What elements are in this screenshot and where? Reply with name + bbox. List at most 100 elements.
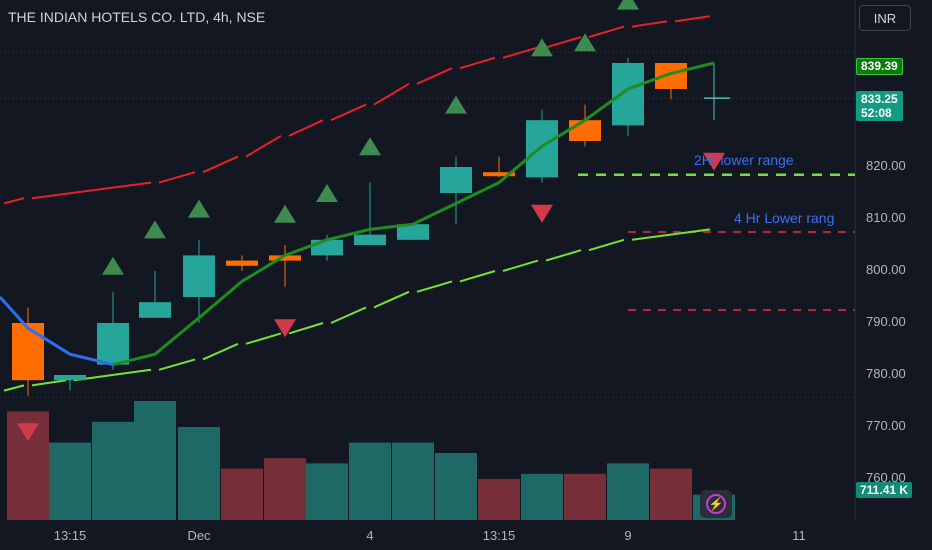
lower-band-segment bbox=[158, 358, 196, 371]
volume-bar bbox=[134, 401, 176, 520]
bar-countdown: 52:08 bbox=[861, 106, 892, 120]
volume-bar bbox=[178, 427, 220, 520]
candle-body bbox=[612, 63, 644, 126]
price-axis-label: 780.00 bbox=[866, 366, 906, 381]
candle-body bbox=[226, 260, 258, 266]
upper-band-segment bbox=[330, 103, 367, 122]
time-axis-label: 13:15 bbox=[53, 528, 87, 543]
lower-band-segment bbox=[288, 322, 324, 335]
sell-marker bbox=[703, 152, 725, 171]
buy-marker bbox=[144, 220, 166, 239]
sell-marker bbox=[17, 423, 39, 442]
lower-band-segment bbox=[631, 228, 711, 241]
buy-marker bbox=[445, 95, 467, 114]
candle-body bbox=[397, 224, 429, 240]
candle-body bbox=[354, 234, 386, 245]
last-price-value: 833.25 bbox=[861, 92, 898, 106]
upper-band-segment bbox=[158, 171, 196, 184]
price-axis-label: 790.00 bbox=[866, 314, 906, 329]
price-axis-label: 770.00 bbox=[866, 418, 906, 433]
buy-marker bbox=[531, 38, 553, 57]
lower-band-segment bbox=[31, 379, 67, 387]
sell-marker bbox=[274, 319, 296, 338]
upper-band-segment bbox=[245, 134, 282, 158]
candle-body bbox=[97, 323, 129, 365]
time-axis-label: Dec bbox=[187, 528, 211, 543]
time-axis-label: 9 bbox=[624, 528, 632, 543]
buy-marker bbox=[102, 256, 124, 275]
candle-body bbox=[483, 172, 515, 177]
prev-close-price-tag: 839.39 bbox=[856, 58, 903, 75]
buy-marker bbox=[188, 199, 210, 218]
buy-marker bbox=[359, 137, 381, 156]
candle-body bbox=[569, 120, 601, 141]
volume-bar bbox=[349, 442, 391, 520]
last-price-tag: 833.25 52:08 bbox=[856, 91, 903, 121]
lower-band-segment bbox=[545, 249, 582, 262]
buy-marker bbox=[574, 33, 596, 52]
candle-body bbox=[269, 255, 301, 261]
symbol-title[interactable]: THE INDIAN HOTELS CO. LTD, 4h, NSE bbox=[8, 9, 266, 25]
time-axis-label: 4 bbox=[366, 528, 374, 543]
lower-band-segment bbox=[330, 306, 367, 324]
price-axis-label: 800.00 bbox=[866, 262, 906, 277]
volume-bar bbox=[392, 442, 434, 520]
lower-band-segment bbox=[245, 332, 282, 345]
lower-band-segment bbox=[416, 280, 453, 293]
upper-band-segment bbox=[588, 25, 625, 38]
buy-marker bbox=[274, 204, 296, 223]
range-2hr-label: 2Hr lower range bbox=[694, 152, 794, 168]
volume-bar bbox=[478, 479, 520, 520]
upper-band-segment bbox=[31, 181, 152, 200]
green-ma-line bbox=[112, 61, 715, 367]
range-4hr-label: 4 Hr Lower rang bbox=[734, 210, 835, 226]
candle-body bbox=[183, 255, 215, 297]
time-axis-label: 13:15 bbox=[482, 528, 516, 543]
lower-band-segment bbox=[3, 384, 25, 392]
lower-band-segment bbox=[202, 342, 239, 361]
volume-bar bbox=[435, 453, 477, 520]
buy-marker bbox=[316, 184, 338, 202]
candle-body bbox=[440, 167, 472, 193]
volume-tag: 711.41 K bbox=[856, 482, 913, 498]
candle-body bbox=[12, 323, 44, 381]
volume-bar bbox=[607, 463, 649, 520]
upper-band-segment bbox=[502, 46, 539, 59]
volume-bar bbox=[650, 468, 692, 520]
candle-body bbox=[311, 239, 343, 256]
price-axis-label: 820.00 bbox=[866, 158, 906, 173]
volume-bar bbox=[92, 421, 134, 520]
volume-bar bbox=[521, 473, 563, 520]
price-axis-label: 810.00 bbox=[866, 210, 906, 225]
time-axis-label: 11 bbox=[792, 528, 806, 543]
upper-band-segment bbox=[3, 197, 25, 205]
buy-marker bbox=[617, 0, 639, 10]
candle-body bbox=[54, 375, 86, 381]
upper-band-segment bbox=[373, 82, 410, 106]
lower-band-segment bbox=[459, 270, 496, 283]
lightning-icon: ⚡ bbox=[706, 494, 726, 514]
volume-bar bbox=[221, 468, 263, 520]
currency-button[interactable]: INR bbox=[859, 5, 911, 31]
volume-bar bbox=[264, 458, 306, 520]
lower-band-segment bbox=[73, 368, 152, 382]
lower-band-segment bbox=[373, 290, 410, 309]
volume-bar bbox=[564, 473, 606, 520]
lower-band-segment bbox=[588, 238, 625, 252]
price-axis-label: 760.00 bbox=[866, 470, 906, 485]
lower-band-segment bbox=[502, 259, 539, 272]
upper-band-segment bbox=[545, 36, 582, 49]
upper-band-segment bbox=[459, 56, 496, 70]
upper-band-segment bbox=[202, 155, 239, 174]
volume-bar bbox=[49, 442, 91, 520]
blue-ma-line bbox=[0, 295, 114, 367]
upper-band-segment bbox=[674, 15, 711, 23]
lightning-button[interactable]: ⚡ bbox=[700, 490, 732, 518]
upper-band-segment bbox=[631, 20, 668, 28]
candle-body bbox=[139, 302, 171, 318]
sell-marker bbox=[531, 204, 553, 223]
upper-band-segment bbox=[416, 67, 453, 85]
volume-bar bbox=[306, 463, 348, 520]
candle-body bbox=[526, 120, 558, 178]
